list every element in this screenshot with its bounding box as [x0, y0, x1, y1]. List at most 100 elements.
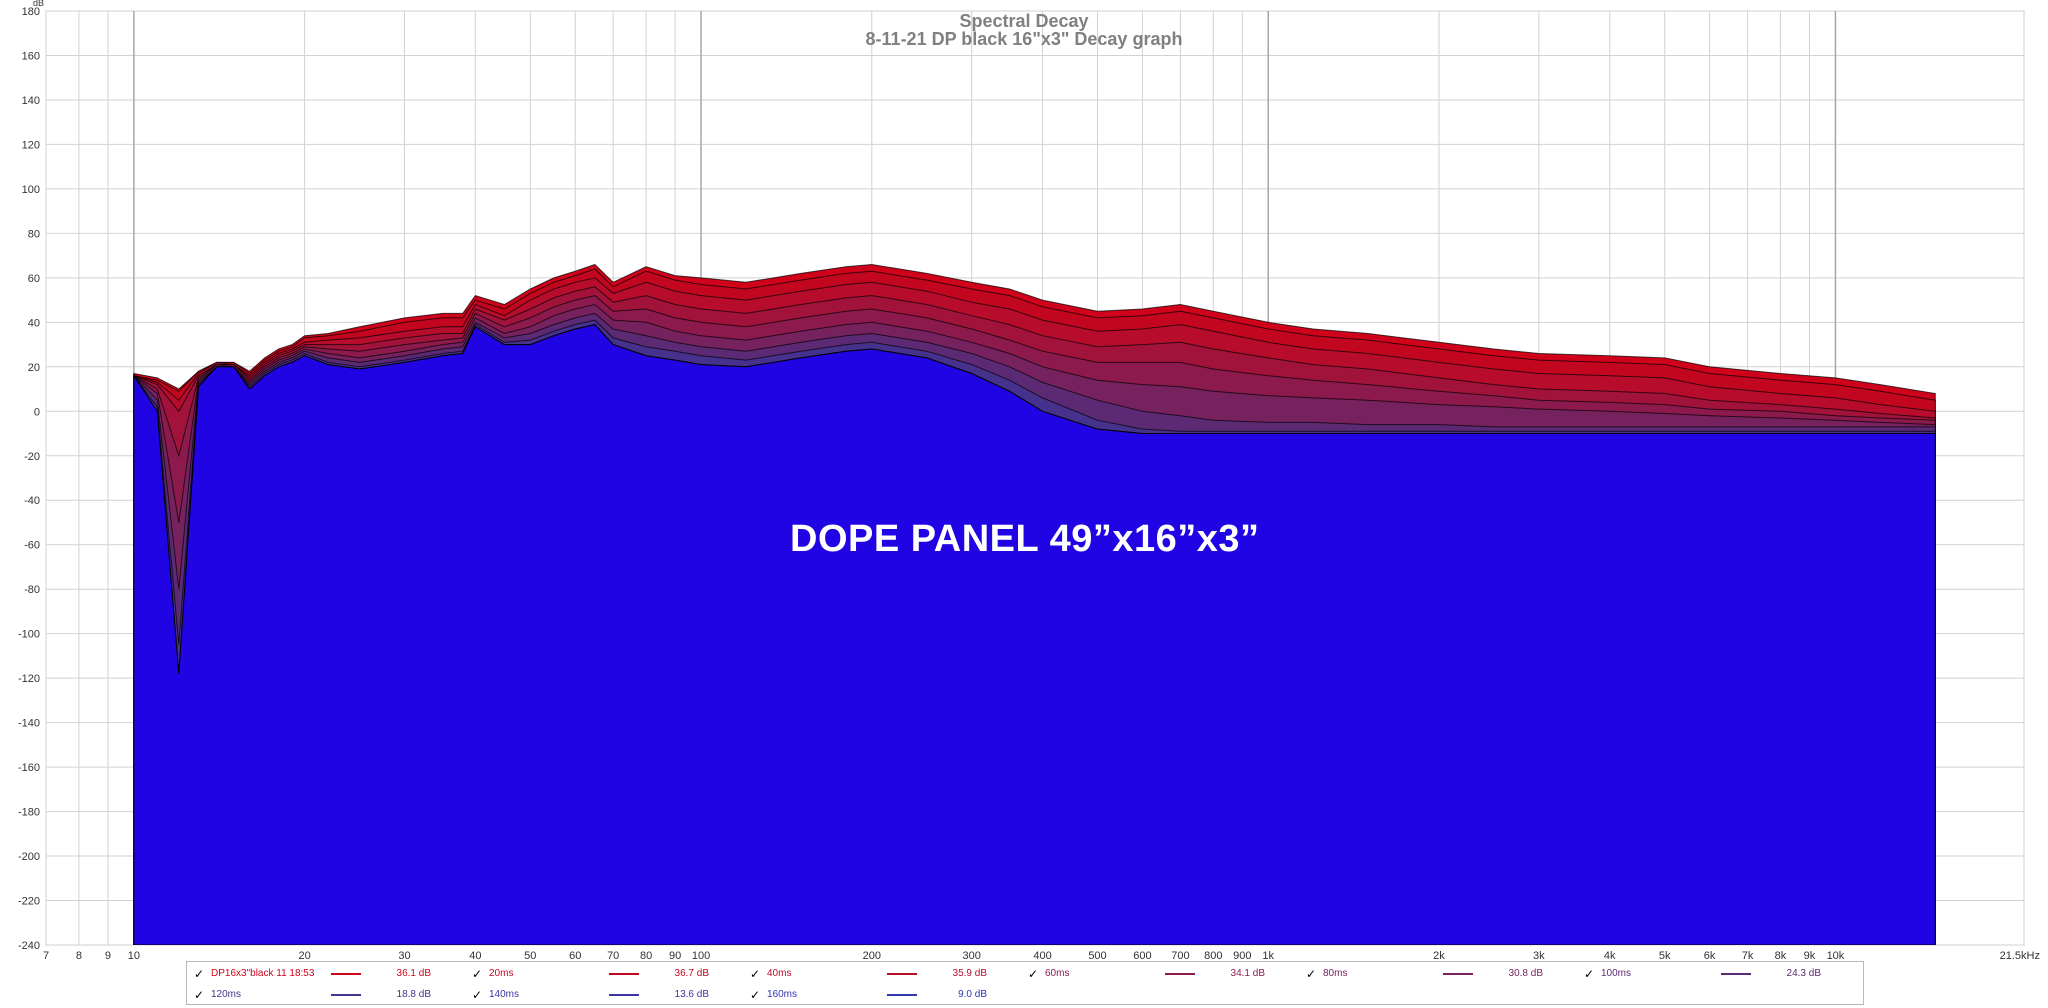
- legend-swatch: [609, 973, 639, 975]
- y-tick-label: -40: [24, 495, 40, 507]
- legend-item-20ms[interactable]: ✓ 20ms 36.7 dB: [465, 964, 743, 984]
- legend-item-120ms[interactable]: ✓ 120ms 18.8 dB: [187, 985, 465, 1005]
- y-tick-label: 40: [28, 317, 40, 329]
- x-tick-label: 9k: [1804, 950, 1816, 962]
- legend-item-label: 100ms: [1601, 968, 1632, 979]
- y-tick-label: 0: [34, 406, 40, 418]
- panel-annotation: DOPE PANEL 49”x16”x3”: [790, 518, 1260, 560]
- x-tick-label: 5k: [1659, 950, 1671, 962]
- y-tick-label: 80: [28, 228, 40, 240]
- x-tick-label: 7: [43, 950, 49, 962]
- y-tick-label: -120: [18, 673, 40, 685]
- legend-swatch: [1165, 973, 1195, 975]
- x-tick-label: 600: [1133, 950, 1151, 962]
- legend-item-value: 36.7 dB: [674, 968, 709, 979]
- legend-item-100ms[interactable]: ✓ 100ms 24.3 dB: [1577, 964, 1855, 984]
- y-tick-label: 160: [22, 50, 40, 62]
- y-tick-label: -100: [18, 629, 40, 641]
- decay-floor-area: [133, 324, 1936, 945]
- legend-item-80ms[interactable]: ✓ 80ms 30.8 dB: [1299, 964, 1577, 984]
- legend-item-dp16x3[interactable]: ✓ DP16x3"black 11 18:53 36.1 dB: [187, 964, 465, 984]
- x-tick-label: 1k: [1262, 950, 1274, 962]
- x-tick-label: 40: [469, 950, 481, 962]
- legend-item-160ms[interactable]: ✓ 160ms 9.0 dB: [743, 985, 1021, 1005]
- y-tick-label: 180: [22, 6, 40, 18]
- y-tick-label: -200: [18, 851, 40, 863]
- checkbox[interactable]: ✓: [193, 967, 205, 981]
- legend-item-label: 120ms: [211, 989, 242, 1000]
- legend: ✓ DP16x3"black 11 18:53 36.1 dB ✓ 20ms 3…: [186, 961, 1864, 1005]
- checkbox[interactable]: ✓: [749, 967, 761, 981]
- legend-swatch: [609, 994, 639, 996]
- legend-swatch: [331, 973, 361, 975]
- legend-item-60ms[interactable]: ✓ 60ms 34.1 dB: [1021, 964, 1299, 984]
- x-tick-label: 50: [524, 950, 536, 962]
- x-tick-label: 21.5kHz: [2000, 950, 2040, 962]
- x-tick-label: 60: [569, 950, 581, 962]
- legend-row: ✓ 120ms 18.8 dB ✓ 140ms 13.6 dB ✓ 160ms …: [187, 985, 1863, 1005]
- legend-item-value: 36.1 dB: [396, 968, 431, 979]
- legend-swatch: [887, 994, 917, 996]
- legend-item-label: 40ms: [767, 968, 792, 979]
- legend-item-value: 9.0 dB: [958, 989, 987, 1000]
- x-tick-label: 10k: [1827, 950, 1845, 962]
- y-tick-label: -180: [18, 807, 40, 819]
- legend-item-label: 80ms: [1323, 968, 1348, 979]
- checkbox[interactable]: ✓: [749, 988, 761, 1002]
- legend-item-label: 60ms: [1045, 968, 1070, 979]
- legend-item-label: 160ms: [767, 989, 798, 1000]
- y-tick-label: -240: [18, 940, 40, 952]
- legend-item-label: 140ms: [489, 989, 520, 1000]
- y-tick-label: 140: [22, 95, 40, 107]
- legend-item-value: 13.6 dB: [674, 989, 709, 1000]
- x-tick-label: 80: [640, 950, 652, 962]
- x-tick-label: 2k: [1433, 950, 1445, 962]
- x-tick-label: 4k: [1604, 950, 1616, 962]
- x-tick-label: 300: [962, 950, 980, 962]
- x-tick-label: 8k: [1775, 950, 1787, 962]
- legend-item-value: 18.8 dB: [396, 989, 431, 1000]
- chart-subtitle: 8-11-21 DP black 16"x3" Decay graph: [866, 29, 1183, 49]
- x-tick-label: 90: [669, 950, 681, 962]
- x-tick-label: 8: [76, 950, 82, 962]
- checkbox[interactable]: ✓: [1027, 967, 1039, 981]
- y-tick-label: 100: [22, 184, 40, 196]
- x-tick-label: 30: [398, 950, 410, 962]
- legend-item-value: 34.1 dB: [1230, 968, 1265, 979]
- x-tick-label: 800: [1204, 950, 1222, 962]
- y-tick-label: -80: [24, 584, 40, 596]
- decay-areas: [133, 263, 1936, 945]
- x-tick-label: 70: [607, 950, 619, 962]
- x-tick-label: 20: [298, 950, 310, 962]
- x-tick-label: 700: [1171, 950, 1189, 962]
- y-axis-label: dB: [33, 0, 44, 8]
- y-tick-label: -140: [18, 718, 40, 730]
- x-tick-label: 3k: [1533, 950, 1545, 962]
- y-tick-label: 60: [28, 273, 40, 285]
- x-tick-label: 10: [128, 950, 140, 962]
- x-tick-label: 900: [1233, 950, 1251, 962]
- x-tick-label: 6k: [1704, 950, 1716, 962]
- x-tick-label: 9: [105, 950, 111, 962]
- legend-swatch: [1721, 973, 1751, 975]
- x-tick-label: 100: [692, 950, 710, 962]
- y-tick-label: -160: [18, 762, 40, 774]
- x-tick-label: 200: [863, 950, 881, 962]
- y-tick-label: -60: [24, 540, 40, 552]
- x-tick-label: 7k: [1742, 950, 1754, 962]
- legend-item-value: 35.9 dB: [952, 968, 987, 979]
- legend-swatch: [887, 973, 917, 975]
- legend-item-40ms[interactable]: ✓ 40ms 35.9 dB: [743, 964, 1021, 984]
- chart-title: Spectral Decay: [959, 11, 1088, 31]
- checkbox[interactable]: ✓: [1583, 967, 1595, 981]
- checkbox[interactable]: ✓: [471, 967, 483, 981]
- checkbox[interactable]: ✓: [471, 988, 483, 1002]
- x-tick-label: 400: [1033, 950, 1051, 962]
- y-axis-ticks: 180 160 140 120 100 80 60 40 20 0 -20 -40 -60 -80 -100…: [18, 6, 40, 952]
- checkbox[interactable]: ✓: [1305, 967, 1317, 981]
- legend-item-140ms[interactable]: ✓ 140ms 13.6 dB: [465, 985, 743, 1005]
- legend-swatch: [1443, 973, 1473, 975]
- legend-item-value: 24.3 dB: [1786, 968, 1821, 979]
- checkbox[interactable]: ✓: [193, 988, 205, 1002]
